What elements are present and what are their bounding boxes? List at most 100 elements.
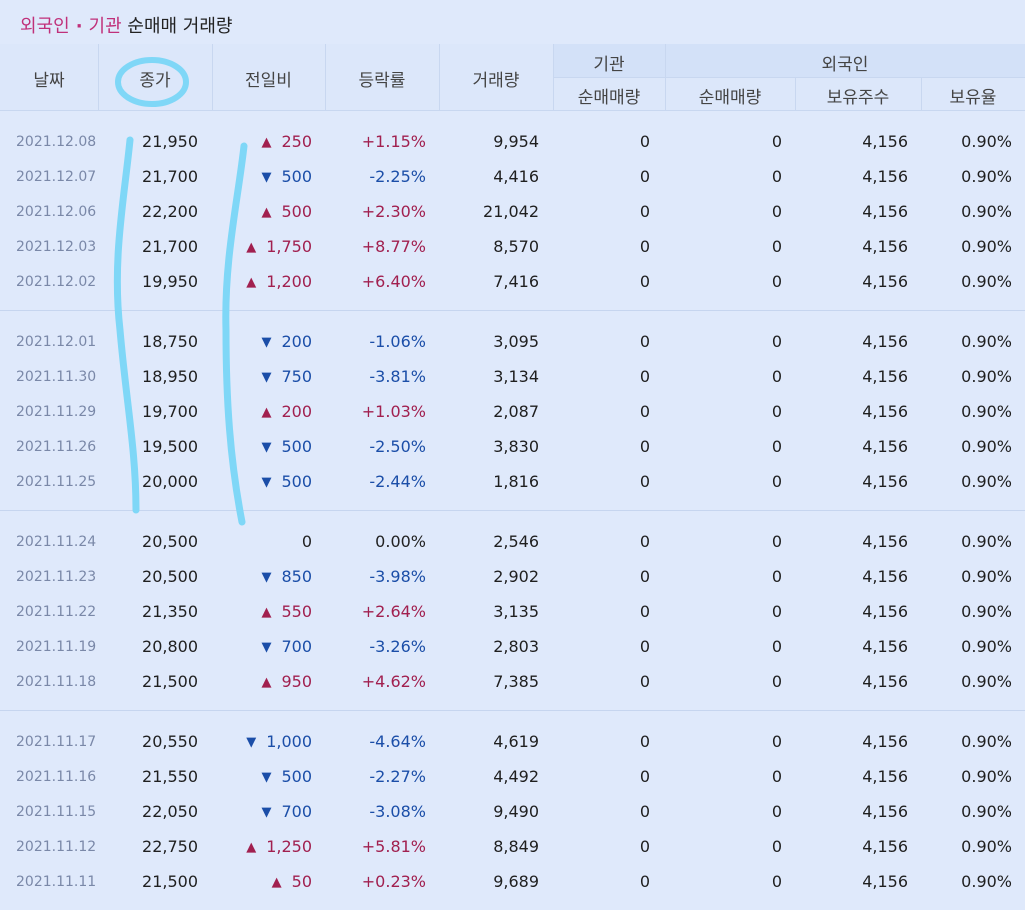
row-diff: ▼ 750 (261, 367, 312, 386)
row-hold-rate: 0.90% (961, 732, 1012, 751)
row-holdings: 4,156 (862, 672, 908, 691)
row-rate: -1.06% (369, 332, 426, 351)
row-date: 2021.12.06 (16, 204, 97, 220)
header-group-band (553, 44, 1025, 77)
row-rate: -2.25% (369, 167, 426, 186)
row-diff: ▼ 500 (261, 167, 312, 186)
row-hold-rate: 0.90% (961, 167, 1012, 186)
row-foreign-net: 0 (771, 367, 782, 386)
row-foreign-net: 0 (771, 402, 782, 421)
row-close: 21,500 (142, 672, 198, 691)
row-diff: ▼ 500 (261, 437, 312, 456)
header-holdings[interactable]: 보유주수 (826, 88, 890, 108)
down-triangle-icon: ▼ (261, 640, 272, 655)
row-foreign-net: 0 (771, 472, 782, 491)
row-holdings: 4,156 (862, 602, 908, 621)
row-holdings: 4,156 (862, 367, 908, 386)
header-volume[interactable]: 거래량 (472, 71, 520, 91)
row-institution-net: 0 (639, 802, 650, 821)
header-foreign-net[interactable]: 순매매량 (698, 88, 762, 108)
table-row: 2021.11.25 20,000 ▼ 500 -2.44% 1,816 0 0 4,156 0.… (0, 464, 1025, 499)
header-hold-rate[interactable]: 보유율 (949, 88, 997, 108)
row-volume: 3,135 (493, 602, 539, 621)
row-holdings: 4,156 (862, 802, 908, 821)
row-close: 19,500 (142, 437, 198, 456)
table-row: 2021.12.02 19,950 ▲ 1,200 +6.40% 7,416 0 0 4,156… (0, 264, 1025, 299)
table-row: 2021.11.23 20,500 ▼ 850 -3.98% 2,902 0 0 4,156 0.… (0, 559, 1025, 594)
table-row: 2021.12.08 21,950 ▲ 250 +1.15% 9,954 0 0 4,156 0.… (0, 124, 1025, 159)
table-row: 2021.11.11 21,500 ▲ 50 +0.23% 9,689 0 0 4,156 0.9… (0, 864, 1025, 899)
row-volume: 1,816 (493, 472, 539, 491)
row-rate: 0.00% (375, 532, 426, 551)
table-row: 2021.11.17 20,550 ▼ 1,000 -4.64% 4,619 0 0 4,156… (0, 724, 1025, 759)
row-diff: ▲ 500 (261, 202, 312, 221)
header-institution-net[interactable]: 순매매량 (577, 88, 641, 108)
row-diff: ▼ 700 (261, 637, 312, 656)
table-row: 2021.11.15 22,050 ▼ 700 -3.08% 9,490 0 0 4,156 0.… (0, 794, 1025, 829)
header-divider (921, 77, 922, 110)
row-diff-value: 750 (281, 367, 312, 386)
up-triangle-icon: ▲ (246, 840, 257, 855)
header-rate[interactable]: 등락률 (358, 71, 406, 91)
row-hold-rate: 0.90% (961, 132, 1012, 151)
row-volume: 4,416 (493, 167, 539, 186)
row-date: 2021.11.23 (16, 569, 97, 585)
row-date: 2021.12.08 (16, 134, 97, 150)
row-date: 2021.11.29 (16, 404, 97, 420)
table-row: 2021.11.12 22,750 ▲ 1,250 +5.81% 8,849 0 0 4,156… (0, 829, 1025, 864)
row-diff: ▲ 50 (272, 872, 312, 891)
row-foreign-net: 0 (771, 732, 782, 751)
down-triangle-icon: ▼ (261, 570, 272, 585)
header-foreign-group: 외국인 (821, 55, 869, 75)
header-institution-group: 기관 (593, 55, 625, 75)
row-hold-rate: 0.90% (961, 332, 1012, 351)
row-date: 2021.12.01 (16, 334, 97, 350)
row-date: 2021.11.12 (16, 839, 97, 855)
row-foreign-net: 0 (771, 602, 782, 621)
row-diff: ▲ 1,200 (246, 272, 312, 291)
header-date[interactable]: 날짜 (33, 71, 65, 91)
table-row: 2021.11.19 20,800 ▼ 700 -3.26% 2,803 0 0 4,156 0.… (0, 629, 1025, 664)
header-diff[interactable]: 전일비 (245, 71, 292, 91)
row-diff: ▲ 550 (261, 602, 312, 621)
row-date: 2021.12.03 (16, 239, 97, 255)
row-diff-value: 250 (281, 132, 312, 151)
row-hold-rate: 0.90% (961, 637, 1012, 656)
row-close: 18,750 (142, 332, 198, 351)
row-rate: -3.98% (369, 567, 426, 586)
table-row: 2021.11.22 21,350 ▲ 550 +2.64% 3,135 0 0 4,156 0.… (0, 594, 1025, 629)
row-close: 19,950 (142, 272, 198, 291)
row-holdings: 4,156 (862, 272, 908, 291)
row-holdings: 4,156 (862, 437, 908, 456)
row-diff-value: 500 (281, 167, 312, 186)
header-close[interactable]: 종가 (139, 71, 171, 91)
row-hold-rate: 0.90% (961, 602, 1012, 621)
row-rate: -2.50% (369, 437, 426, 456)
row-foreign-net: 0 (771, 802, 782, 821)
row-holdings: 4,156 (862, 637, 908, 656)
row-volume: 2,546 (493, 532, 539, 551)
row-rate: -3.26% (369, 637, 426, 656)
row-institution-net: 0 (639, 567, 650, 586)
row-institution-net: 0 (639, 332, 650, 351)
up-triangle-icon: ▲ (261, 205, 272, 220)
row-institution-net: 0 (639, 402, 650, 421)
row-diff-value: 500 (281, 472, 312, 491)
row-rate: +2.30% (361, 202, 426, 221)
row-diff: ▲ 250 (261, 132, 312, 151)
row-diff: ▼ 1,000 (246, 732, 312, 751)
header-divider (98, 44, 99, 110)
row-hold-rate: 0.90% (961, 872, 1012, 891)
row-holdings: 4,156 (862, 132, 908, 151)
row-hold-rate: 0.90% (961, 532, 1012, 551)
table-row: 2021.11.30 18,950 ▼ 750 -3.81% 3,134 0 0 4,156 0.… (0, 359, 1025, 394)
row-volume: 3,830 (493, 437, 539, 456)
row-diff-value: 200 (281, 402, 312, 421)
row-hold-rate: 0.90% (961, 367, 1012, 386)
table-row: 2021.12.07 21,700 ▼ 500 -2.25% 4,416 0 0 4,156 0.… (0, 159, 1025, 194)
row-foreign-net: 0 (771, 567, 782, 586)
row-close: 18,950 (142, 367, 198, 386)
row-hold-rate: 0.90% (961, 402, 1012, 421)
row-hold-rate: 0.90% (961, 767, 1012, 786)
row-foreign-net: 0 (771, 637, 782, 656)
